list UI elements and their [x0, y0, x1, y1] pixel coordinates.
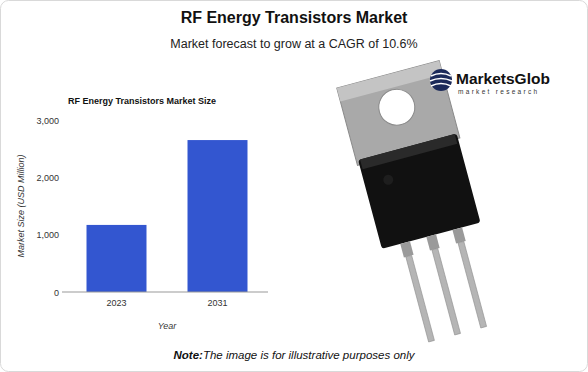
canvas: RF Energy Transistors Market Market forec…	[0, 0, 588, 372]
bar	[188, 140, 248, 292]
logo-name: MarketsGlob	[456, 70, 550, 87]
chart-title: RF Energy Transistors Market Size	[68, 96, 216, 106]
logo-icon	[430, 69, 452, 91]
x-axis-line	[62, 292, 268, 293]
leg	[458, 241, 487, 328]
bars	[87, 140, 248, 292]
leg-shoulder	[400, 241, 413, 257]
subtitle: Market forecast to grow at a CAGR of 10.…	[170, 37, 417, 51]
transistor-image	[337, 61, 509, 348]
body-top	[360, 134, 457, 169]
y-tick-label: 1,000	[36, 230, 59, 240]
logo-icon-lines	[430, 74, 452, 87]
logo-tagline: market research	[458, 88, 539, 95]
leg-shoulder	[452, 227, 465, 243]
logo: MarketsGlobmarket research	[430, 69, 550, 95]
body-dot	[382, 174, 394, 186]
bar	[87, 225, 147, 292]
note-label: Note:	[174, 349, 204, 361]
body	[358, 134, 480, 249]
leg	[406, 255, 435, 342]
x-axis-label: Year	[158, 321, 178, 331]
title: RF Energy Transistors Market	[181, 9, 408, 26]
y-tick-label: 2,000	[36, 173, 59, 183]
x-tick-label: 2023	[106, 298, 126, 308]
hole	[375, 85, 419, 129]
y-tick-label: 3,000	[36, 116, 59, 126]
page: RF Energy Transistors Market Market forec…	[0, 0, 588, 372]
note: Note:The image is for illustrative purpo…	[174, 349, 416, 361]
card	[1, 1, 588, 372]
leg	[432, 248, 461, 335]
note-text: The image is for illustrative purposes o…	[203, 349, 416, 361]
y-tick-label: 0	[54, 288, 59, 298]
x-tick-label: 2031	[207, 298, 227, 308]
y-axis-label: Market Size (USD Million)	[16, 154, 26, 257]
chart: RF Energy Transistors Market Size 0 1,000 2…	[16, 96, 268, 331]
leg-shoulder	[426, 234, 439, 250]
